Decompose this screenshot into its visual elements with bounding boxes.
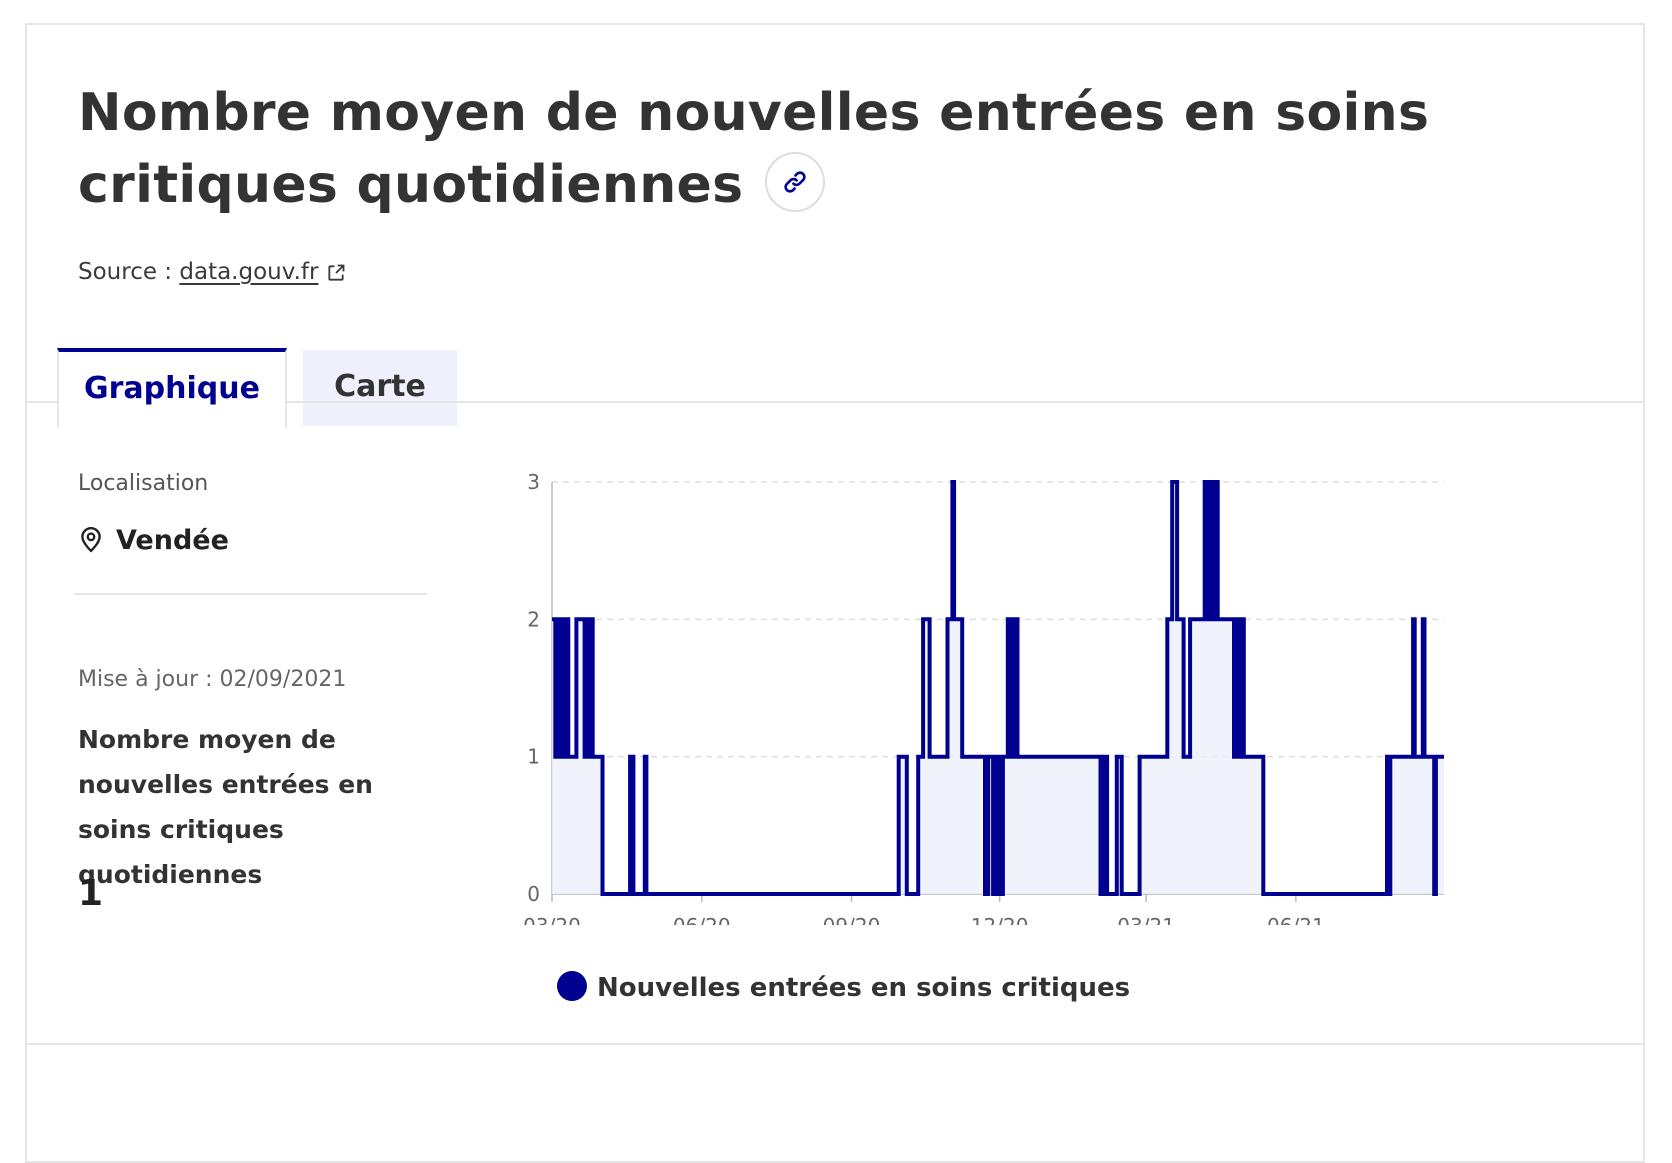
kpi-value: 1	[78, 873, 104, 914]
update-date: Mise à jour : 02/09/2021	[78, 667, 347, 692]
chart-legend: Nouvelles entrées en soins critiques	[557, 970, 1131, 1004]
tab-carte[interactable]: Carte	[303, 350, 457, 426]
tabs-divider	[27, 401, 1643, 403]
copy-link-button[interactable]	[765, 152, 826, 212]
title-text: Nombre moyen de nouvelles entrées en soi…	[78, 83, 1430, 215]
source-link-text: data.gouv.fr	[179, 259, 319, 285]
card-bottom-divider	[27, 1043, 1643, 1045]
legend-label: Nouvelles entrées en soins critiques	[597, 973, 1131, 1003]
link-icon	[784, 171, 807, 193]
legend-swatch	[557, 970, 587, 1001]
x-tick-label: 03/20	[523, 914, 581, 925]
y-tick-label: 0	[527, 882, 540, 906]
location-label: Localisation	[78, 471, 209, 496]
y-tick-label: 1	[527, 745, 540, 769]
line-chart: 0 1 2 3 03/20 06/20 09/20 12/20 03/21 06/21	[523, 470, 1444, 925]
series-area	[552, 482, 1444, 894]
tab-graphique[interactable]: Graphique	[57, 348, 287, 428]
location-selector[interactable]: Vendée	[78, 525, 229, 556]
x-tick-label: 09/20	[823, 914, 881, 925]
indicator-card: Nombre moyen de nouvelles entrées en soi…	[25, 23, 1645, 1163]
x-tick-label: 12/20	[971, 914, 1029, 925]
source-line: Source : data.gouv.fr	[78, 259, 346, 285]
y-tick-label: 3	[527, 470, 540, 494]
map-pin-icon	[81, 526, 101, 552]
external-link-icon	[328, 264, 345, 281]
source-link[interactable]: data.gouv.fr	[179, 259, 346, 285]
x-tick-label: 03/21	[1117, 914, 1175, 925]
kpi-label: Nombre moyen de nouvelles entrées en soi…	[78, 725, 373, 889]
x-tick-label: 06/21	[1267, 914, 1325, 925]
y-tick-label: 2	[527, 607, 540, 631]
x-tick-label: 06/20	[673, 914, 731, 925]
series-line	[552, 480, 1444, 896]
page-title: Nombre moyen de nouvelles entrées en soi…	[78, 77, 1638, 221]
sidebar-separator	[74, 593, 427, 595]
source-label: Source :	[78, 259, 173, 285]
location-value: Vendée	[116, 525, 229, 556]
